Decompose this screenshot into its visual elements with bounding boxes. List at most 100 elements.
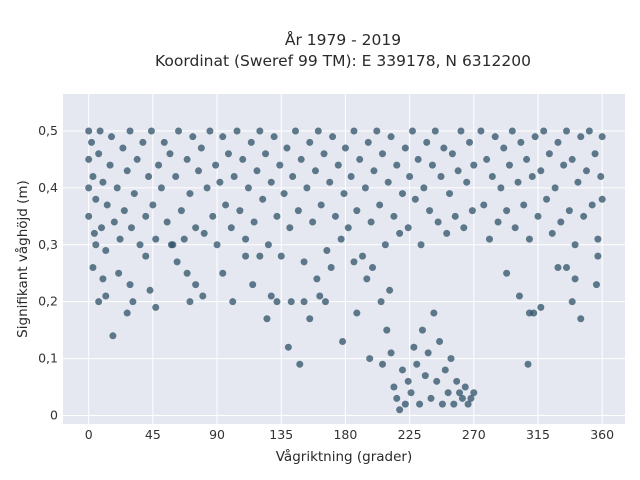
data-point bbox=[99, 178, 107, 186]
data-point bbox=[500, 144, 508, 152]
data-point bbox=[468, 207, 476, 215]
data-point bbox=[256, 252, 264, 260]
data-point bbox=[377, 298, 385, 306]
data-point bbox=[123, 167, 131, 175]
data-point bbox=[363, 275, 371, 283]
data-point bbox=[508, 127, 516, 135]
data-point bbox=[386, 286, 394, 294]
data-point bbox=[571, 275, 579, 283]
data-point bbox=[568, 298, 576, 306]
data-point bbox=[565, 207, 573, 215]
y-tick-label: 0,1 bbox=[38, 351, 58, 366]
data-point bbox=[253, 167, 261, 175]
x-tick-label: 90 bbox=[209, 427, 225, 442]
data-point bbox=[292, 127, 299, 135]
data-point bbox=[597, 173, 605, 180]
data-point bbox=[460, 224, 468, 232]
data-point bbox=[463, 178, 471, 186]
data-point bbox=[236, 207, 244, 215]
data-point bbox=[147, 127, 155, 135]
data-point bbox=[92, 195, 100, 203]
data-point bbox=[152, 235, 160, 243]
data-point bbox=[421, 372, 429, 380]
data-point bbox=[106, 161, 114, 169]
chart-subtitle: Koordinat (Sweref 99 TM): E 339178, N 63… bbox=[155, 52, 531, 70]
data-point bbox=[89, 264, 97, 272]
data-point bbox=[554, 264, 562, 272]
data-point bbox=[427, 394, 435, 402]
data-point bbox=[554, 138, 562, 146]
data-point bbox=[219, 133, 227, 141]
data-point bbox=[209, 212, 217, 220]
data-point bbox=[390, 212, 398, 220]
data-point bbox=[108, 133, 115, 141]
data-point bbox=[139, 138, 147, 146]
data-point bbox=[585, 127, 593, 135]
data-point bbox=[530, 309, 538, 317]
data-point bbox=[407, 389, 415, 397]
data-point bbox=[85, 155, 93, 163]
data-point bbox=[242, 252, 250, 260]
data-point bbox=[277, 252, 285, 260]
data-point bbox=[212, 161, 220, 169]
data-point bbox=[537, 167, 545, 175]
data-point bbox=[102, 292, 110, 300]
data-point bbox=[503, 207, 511, 215]
data-point bbox=[428, 161, 436, 169]
data-point bbox=[446, 190, 454, 198]
data-point bbox=[206, 127, 214, 135]
chart-title: År 1979 - 2019 bbox=[285, 30, 401, 49]
data-point bbox=[591, 150, 599, 158]
data-point bbox=[119, 144, 127, 152]
x-tick-label: 270 bbox=[462, 427, 486, 442]
data-point bbox=[466, 138, 474, 146]
data-point bbox=[110, 218, 118, 226]
y-tick-label: 0,2 bbox=[38, 294, 58, 309]
data-point bbox=[126, 281, 134, 289]
x-tick-label: 180 bbox=[333, 427, 357, 442]
data-point bbox=[95, 298, 103, 306]
data-point bbox=[186, 190, 194, 198]
data-point bbox=[417, 241, 425, 249]
data-point bbox=[197, 144, 205, 152]
data-point bbox=[373, 127, 381, 135]
data-point bbox=[577, 133, 585, 141]
data-point bbox=[470, 389, 478, 397]
data-point bbox=[443, 229, 451, 237]
data-point bbox=[283, 144, 291, 152]
data-point bbox=[436, 338, 444, 345]
data-point bbox=[353, 309, 361, 317]
data-point bbox=[384, 178, 392, 186]
x-axis-label: Vågriktning (grader) bbox=[276, 448, 413, 465]
data-point bbox=[177, 207, 185, 215]
data-point bbox=[418, 326, 426, 334]
data-point bbox=[485, 235, 493, 243]
data-point bbox=[189, 133, 197, 141]
data-point bbox=[216, 178, 224, 186]
data-point bbox=[398, 366, 406, 374]
data-point bbox=[89, 173, 97, 180]
data-point bbox=[387, 133, 395, 141]
data-point bbox=[577, 315, 585, 323]
data-point bbox=[594, 252, 602, 260]
data-point bbox=[523, 155, 531, 163]
data-point bbox=[341, 144, 349, 152]
data-point bbox=[160, 138, 168, 146]
data-point bbox=[551, 184, 559, 192]
data-point bbox=[242, 235, 250, 243]
data-point bbox=[467, 394, 475, 402]
data-point bbox=[440, 144, 448, 152]
data-point bbox=[306, 315, 314, 323]
data-point bbox=[401, 144, 409, 152]
data-point bbox=[448, 150, 456, 158]
data-point bbox=[408, 127, 416, 135]
data-point bbox=[414, 155, 422, 163]
data-point bbox=[438, 400, 446, 408]
data-point bbox=[423, 138, 431, 146]
data-point bbox=[157, 184, 165, 192]
data-point bbox=[203, 184, 211, 192]
data-point bbox=[316, 292, 324, 300]
data-point bbox=[313, 275, 321, 283]
data-point bbox=[219, 269, 227, 277]
data-point bbox=[98, 224, 106, 232]
